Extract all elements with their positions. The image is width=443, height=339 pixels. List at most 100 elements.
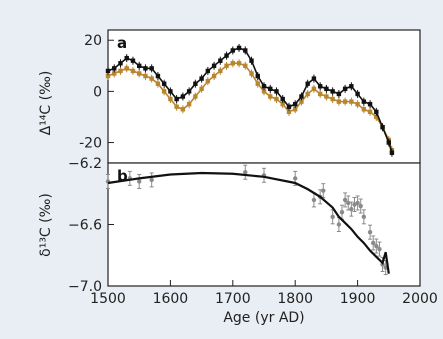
data-point — [342, 197, 348, 203]
data-point — [293, 176, 298, 181]
data-point — [349, 206, 354, 212]
data-point — [374, 243, 379, 249]
series-1-point — [361, 107, 367, 112]
data-point — [243, 170, 248, 175]
series-0-point — [361, 99, 367, 104]
series-1-point — [205, 78, 211, 84]
panel-a-ytick-label: 20 — [84, 33, 102, 49]
series-1-point — [336, 99, 342, 104]
series-1-point — [255, 81, 260, 86]
data-point — [311, 197, 317, 203]
series-0-point — [168, 89, 173, 94]
series-0-point — [280, 96, 285, 102]
series-0-point — [180, 94, 186, 99]
series-1-point — [137, 71, 142, 76]
series-0-point — [293, 101, 298, 107]
data-point — [355, 200, 360, 206]
series-0-point — [330, 89, 335, 94]
series-1-point — [143, 73, 148, 79]
series-0-point — [336, 91, 342, 97]
series-0-point — [311, 76, 317, 81]
series-1-point — [374, 114, 379, 120]
series-1-point — [224, 63, 229, 69]
panel-a: a 20 0 -20 Δ¹⁴C (‰) — [38, 29, 421, 164]
data-point — [371, 240, 376, 246]
data-point — [361, 214, 367, 220]
series-0-point — [317, 84, 323, 89]
series-1-point — [317, 91, 323, 97]
x-tick-label: 1700 — [215, 291, 251, 307]
series-0-point — [236, 45, 242, 51]
series-1-point — [174, 104, 179, 109]
series-0-point — [261, 84, 267, 89]
x-tick-label: 2000 — [402, 291, 438, 307]
series-0-point — [274, 89, 279, 94]
series-1-point — [342, 99, 348, 104]
panel-b-ylabel: δ¹³C (‰) — [38, 193, 54, 257]
series-0-point — [137, 63, 142, 69]
series-0-point — [155, 73, 161, 79]
series-0-point — [324, 86, 329, 92]
series-1-point — [293, 107, 298, 112]
data-point — [346, 200, 351, 206]
series-1-point — [118, 68, 123, 74]
series-0-point — [243, 48, 248, 53]
series-1-point — [149, 76, 154, 81]
series-1-point — [261, 89, 267, 94]
panel-b-label: b — [117, 167, 128, 185]
panel-a-ytick-label: -20 — [79, 136, 102, 152]
series-0-point — [389, 150, 395, 155]
panel-b-frame — [107, 162, 421, 287]
series-1-point — [105, 73, 111, 79]
series-1-point — [193, 94, 198, 99]
panel-b-ytick-label: −7.0 — [68, 279, 102, 295]
panel-b-ytick-label: −6.6 — [68, 218, 102, 234]
panel-a-label: a — [117, 34, 127, 52]
series-0-point — [161, 81, 167, 86]
series-1-point — [311, 86, 317, 92]
series-1-point — [367, 109, 373, 115]
series-0-point — [205, 68, 211, 74]
series-1-point — [130, 68, 136, 74]
data-point — [367, 229, 373, 235]
x-tick-label: 1500 — [90, 291, 126, 307]
data-point — [377, 246, 382, 252]
series-0-point — [230, 48, 235, 53]
panel-a-ytick-label: 0 — [93, 84, 102, 100]
series-0-point — [367, 101, 373, 107]
series-1-point — [155, 81, 161, 86]
series-0-point — [149, 66, 154, 71]
panel-b: b −6.2−6.6−7.0 1500 1600 1700 1800 1900 2000 … — [38, 156, 438, 326]
data-point — [149, 177, 154, 183]
series-0-point — [374, 109, 379, 115]
data-point — [330, 214, 335, 220]
series-0-point — [130, 58, 136, 63]
series-1-point — [330, 96, 335, 102]
series-0-point — [186, 89, 192, 94]
series-0-point — [342, 86, 348, 92]
series-1-point — [286, 109, 292, 115]
panel-b-ytick-label: −6.2 — [68, 156, 102, 172]
x-tick-label: 1800 — [277, 291, 313, 307]
series-1-point — [230, 61, 235, 66]
series-0-point — [249, 58, 254, 63]
panel-a-frame — [107, 29, 421, 164]
data-point — [321, 188, 326, 193]
series-1-point — [324, 94, 329, 99]
series-1-point — [168, 96, 173, 102]
series-0-point — [218, 58, 223, 63]
series-1-point — [249, 71, 254, 76]
data-point — [336, 222, 342, 227]
series-1-point — [161, 89, 167, 94]
series-0-point — [224, 53, 229, 58]
series-1-point — [236, 61, 242, 66]
series-1-point — [124, 66, 129, 71]
series-0-point — [286, 104, 292, 109]
series-1-point — [199, 86, 204, 92]
series-0-point — [386, 140, 391, 145]
series-1-point — [305, 91, 310, 97]
series-0-point — [349, 84, 354, 89]
series-1-point — [211, 73, 217, 79]
panel-a-ylabel: Δ¹⁴C (‰) — [38, 71, 54, 136]
data-point — [358, 203, 363, 209]
